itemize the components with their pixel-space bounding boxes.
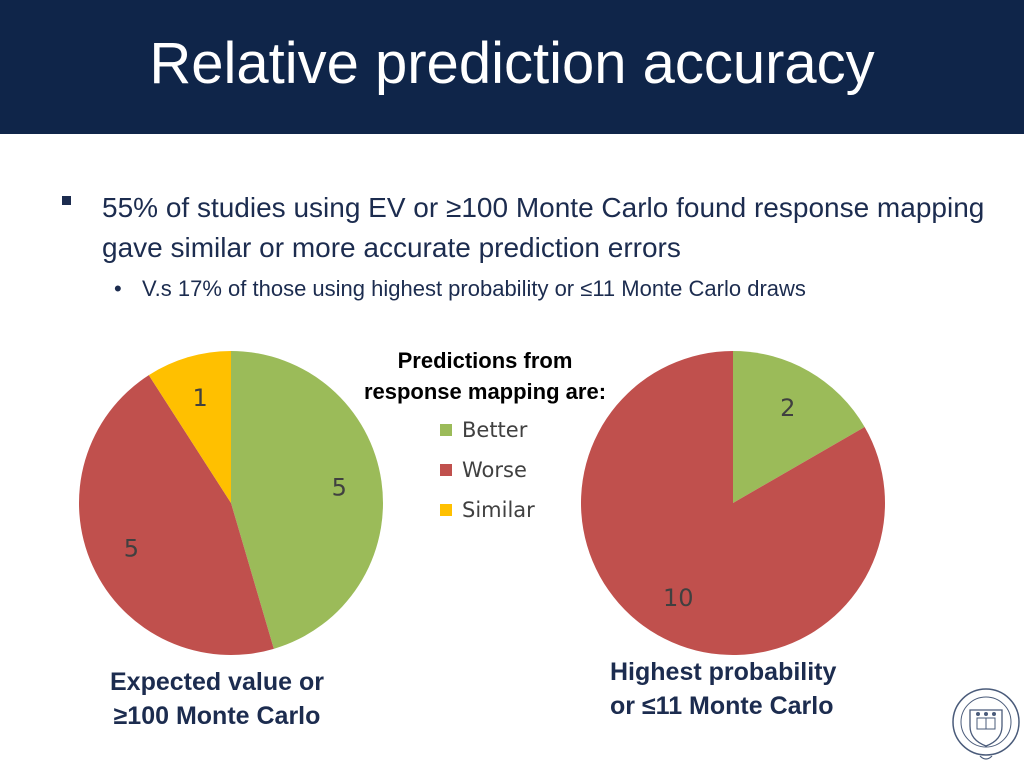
legend-swatch-worse bbox=[440, 464, 452, 476]
bullet-text-2: V.s 17% of those using highest probabili… bbox=[142, 276, 806, 301]
legend-label-worse: Worse bbox=[462, 458, 527, 482]
legend-swatch-better bbox=[440, 424, 452, 436]
caption-left-line-1: Expected value or bbox=[110, 668, 324, 696]
pie-chart-ev-monte-carlo: 5 5 1 bbox=[78, 351, 383, 655]
pie-slice-better bbox=[231, 351, 383, 649]
bullet-list: 55% of studies using EV or ≥100 Monte Ca… bbox=[62, 188, 1002, 304]
data-label-similar: 1 bbox=[193, 384, 208, 412]
chart-legend: Predictions from response mapping are: B… bbox=[340, 345, 630, 530]
legend-items: Better Worse Similar bbox=[440, 410, 630, 530]
caption-left: Expected value or ≥100 Monte Carlo bbox=[110, 665, 324, 733]
bullet-text-1: 55% of studies using EV or ≥100 Monte Ca… bbox=[102, 192, 985, 263]
data-label-worse: 5 bbox=[124, 534, 139, 562]
legend-title-line-1: Predictions from bbox=[397, 348, 573, 373]
pie-slice-similar bbox=[148, 351, 231, 503]
pie-chart-highest-probability: 2 10 bbox=[581, 351, 885, 655]
round-bullet-icon: • bbox=[114, 276, 122, 301]
legend-title: Predictions from response mapping are: bbox=[340, 345, 630, 407]
legend-swatch-similar bbox=[440, 504, 452, 516]
caption-left-line-2: ≥100 Monte Carlo bbox=[113, 702, 321, 730]
data-label-better: 5 bbox=[332, 473, 347, 501]
bullet-level-2: • V.s 17% of those using highest probabi… bbox=[62, 274, 1002, 304]
university-of-oxford-crest-icon bbox=[952, 688, 1020, 760]
legend-item-similar: Similar bbox=[440, 490, 630, 530]
pie-slice-worse bbox=[581, 351, 885, 655]
slide-title: Relative prediction accuracy bbox=[149, 31, 875, 96]
data-label-worse: 10 bbox=[663, 584, 694, 612]
title-bar: Relative prediction accuracy bbox=[0, 0, 1024, 134]
square-bullet-icon bbox=[62, 196, 71, 205]
legend-title-line-2: response mapping are: bbox=[363, 379, 607, 404]
data-label-better: 2 bbox=[780, 394, 795, 422]
legend-item-better: Better bbox=[440, 410, 630, 450]
caption-right-line-2: or ≤11 Monte Carlo bbox=[610, 692, 834, 720]
caption-right-line-1: Highest probability bbox=[610, 658, 837, 686]
pie-slice-worse bbox=[78, 375, 274, 655]
legend-item-worse: Worse bbox=[440, 450, 630, 490]
legend-label-better: Better bbox=[462, 418, 528, 442]
bullet-level-1: 55% of studies using EV or ≥100 Monte Ca… bbox=[62, 188, 1002, 268]
caption-right: Highest probability or ≤11 Monte Carlo bbox=[610, 655, 836, 723]
legend-label-similar: Similar bbox=[462, 498, 535, 522]
pie-slice-better bbox=[733, 351, 865, 503]
